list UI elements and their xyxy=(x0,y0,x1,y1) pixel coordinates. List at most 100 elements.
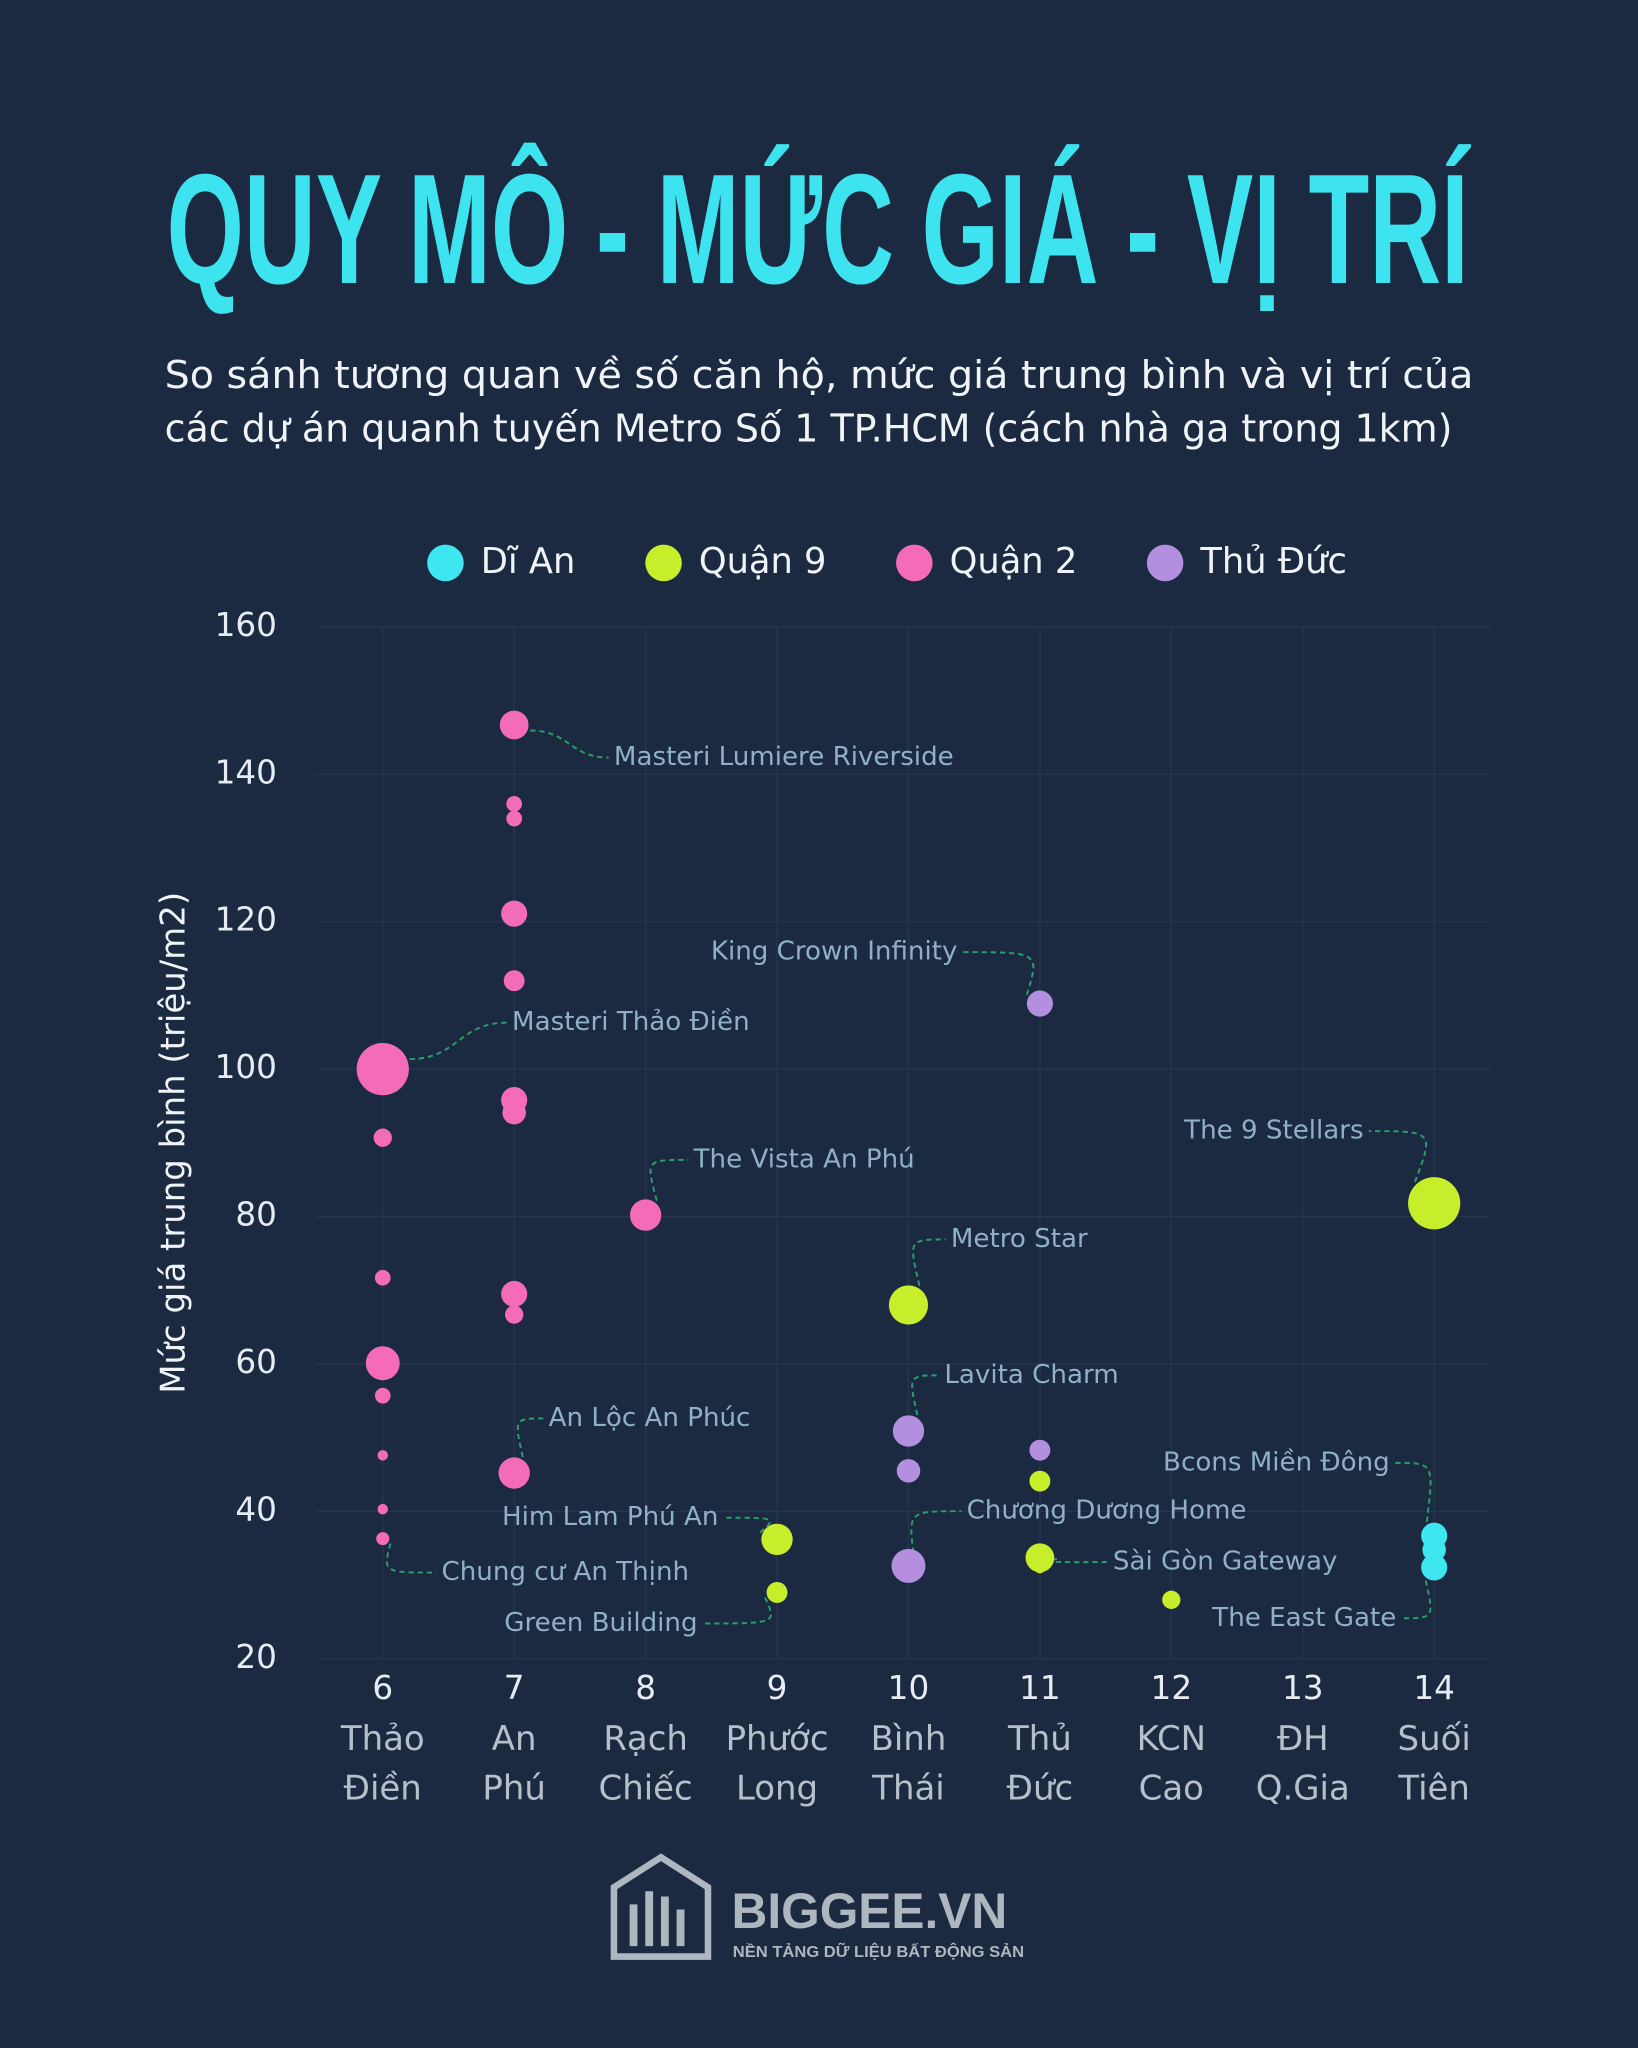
chart-title: QUY MÔ - MỨC GIÁ - VỊ TRÍ xyxy=(167,142,1471,317)
bubble xyxy=(505,1305,524,1324)
x-tick-label: 10 xyxy=(888,1669,930,1707)
y-tick-label: 160 xyxy=(215,606,277,644)
x-tick-label: 7 xyxy=(504,1669,525,1707)
station-label: Rạch Chiếc xyxy=(599,1718,693,1808)
bubble xyxy=(501,1280,528,1308)
legend-marker xyxy=(896,544,933,582)
connector xyxy=(723,1516,772,1534)
x-tick-label: 9 xyxy=(767,1669,788,1707)
x-tick-label: 6 xyxy=(372,1669,393,1707)
x-tick-label: 13 xyxy=(1282,1669,1324,1707)
station-label: Bình Thái xyxy=(871,1718,947,1808)
y-tick-label: 140 xyxy=(215,753,277,791)
bubble xyxy=(506,810,523,827)
bubble xyxy=(1408,1177,1461,1230)
bubble xyxy=(498,1457,530,1489)
bubble xyxy=(1034,1562,1046,1574)
annotation: Bcons Miền Đông xyxy=(1163,1447,1390,1477)
subtitle: các dự án quanh tuyến Metro Số 1 TP.HCM … xyxy=(165,407,1453,451)
bubble xyxy=(376,1532,390,1546)
logo xyxy=(610,1853,712,1960)
annotation: An Lộc An Phúc xyxy=(549,1403,751,1433)
bubble xyxy=(377,1450,388,1461)
station-label: Thủ Đức xyxy=(1007,1718,1073,1808)
bubble xyxy=(1162,1590,1181,1609)
annotation: Green Building xyxy=(504,1608,697,1638)
bubble xyxy=(374,1387,391,1404)
legend-marker xyxy=(645,544,682,582)
connector xyxy=(1368,1130,1428,1183)
annotation: Masteri Lumiere Riverside xyxy=(614,742,954,772)
connector xyxy=(530,729,609,759)
bubble xyxy=(499,710,529,740)
bubble xyxy=(501,900,528,927)
x-tick-label: 14 xyxy=(1413,1669,1455,1707)
bubble xyxy=(1422,1537,1446,1562)
tagline: NỀN TẢNG DỮ LIỆU BẤT ĐỘNG SẢN xyxy=(733,1941,1024,1961)
connector xyxy=(911,1374,940,1416)
annotation: Metro Star xyxy=(951,1224,1088,1254)
station-label: An Phú xyxy=(482,1718,545,1808)
y-axis-label: Mức giá trung bình (triệu/m2) xyxy=(154,892,194,1394)
legend-marker xyxy=(427,544,464,582)
annotation: Sài Gòn Gateway xyxy=(1113,1547,1338,1577)
annotation: Chung cư An Thịnh xyxy=(442,1557,690,1587)
connector xyxy=(516,1417,544,1458)
bubble xyxy=(374,1269,391,1286)
annotation: The East Gate xyxy=(1211,1603,1396,1633)
connector xyxy=(702,1597,772,1625)
station-label: Suối Tiên xyxy=(1397,1718,1470,1808)
y-tick-label: 120 xyxy=(215,901,277,939)
x-tick-label: 11 xyxy=(1019,1669,1061,1707)
legend-label: Thủ Đức xyxy=(1199,541,1346,582)
bubble xyxy=(1029,1439,1051,1461)
bubble xyxy=(1029,1470,1051,1492)
bubble xyxy=(896,1459,921,1483)
connector xyxy=(385,1543,437,1574)
annotation: Chương Dương Home xyxy=(967,1496,1247,1526)
station-label: ĐH Q.Gia xyxy=(1256,1718,1350,1808)
connector xyxy=(962,951,1035,996)
bubble xyxy=(377,1503,388,1515)
brand: BIGGEE.VN xyxy=(731,1883,1007,1939)
bubble xyxy=(356,1043,409,1096)
bubble xyxy=(506,795,523,812)
annotation: Him Lam Phú An xyxy=(502,1502,718,1532)
annotation: The 9 Stellars xyxy=(1183,1116,1364,1146)
connector xyxy=(1401,1580,1432,1620)
bubble xyxy=(761,1523,793,1556)
connector xyxy=(1394,1461,1432,1523)
bubble xyxy=(891,1548,926,1583)
annotation: The Vista An Phú xyxy=(693,1144,915,1174)
bubble xyxy=(892,1415,925,1447)
subtitle: So sánh tương quan về số căn hộ, mức giá… xyxy=(165,353,1474,397)
y-tick-label: 80 xyxy=(235,1196,277,1234)
legend-label: Quận 2 xyxy=(950,541,1078,582)
x-tick-label: 8 xyxy=(635,1669,656,1707)
station-label: Phước Long xyxy=(726,1718,829,1808)
annotation: Masteri Thảo Điền xyxy=(512,1007,750,1037)
station-label: KCN Cao xyxy=(1137,1718,1206,1808)
connector xyxy=(910,1510,962,1553)
bubble xyxy=(503,970,525,992)
legend-label: Quận 9 xyxy=(699,541,827,582)
x-tick-label: 12 xyxy=(1151,1669,1193,1707)
y-tick-label: 40 xyxy=(235,1490,277,1528)
bubble xyxy=(365,1346,400,1381)
legend-label: Dĩ An xyxy=(481,541,576,582)
annotations: Bcons Miền Đông The East Gate Him Lam Phú … xyxy=(385,729,1432,1638)
connector xyxy=(649,1158,689,1201)
y-tick-label: 60 xyxy=(235,1343,277,1381)
bubble xyxy=(1025,1543,1055,1573)
bubble xyxy=(629,1199,662,1231)
annotation: King Crown Infinity xyxy=(711,937,958,967)
annotation: Lavita Charm xyxy=(944,1360,1118,1390)
bubble xyxy=(502,1100,526,1125)
bubble xyxy=(373,1128,392,1147)
y-tick-label: 100 xyxy=(215,1048,277,1086)
bubble xyxy=(888,1285,929,1325)
connector xyxy=(1046,1557,1108,1564)
y-tick-label: 20 xyxy=(235,1638,277,1676)
